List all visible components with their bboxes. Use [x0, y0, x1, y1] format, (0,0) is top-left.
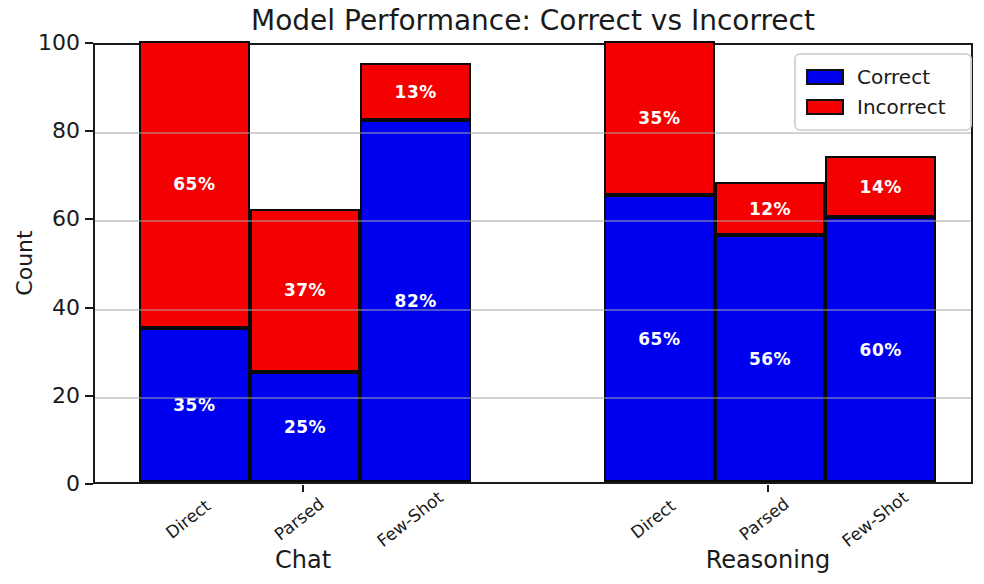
legend-item-incorrect: Incorrect	[806, 92, 960, 122]
bar-segment-reasoning-few-shot-correct: 60%	[825, 217, 936, 482]
y-tick-label-40: 40	[0, 297, 80, 319]
bar-segment-chat-direct-correct: 35%	[139, 328, 250, 482]
y-tick-mark-60	[85, 218, 93, 220]
legend-label-incorrect: Incorrect	[857, 97, 946, 117]
bar-segment-reasoning-parsed-correct: 56%	[715, 235, 826, 482]
figure: Model Performance: Correct vs Incorrect …	[0, 0, 984, 584]
bar-segment-reasoning-few-shot-incorrect: 14%	[825, 156, 936, 218]
segment-label: 56%	[749, 349, 791, 369]
bar-segment-chat-parsed-correct: 25%	[250, 372, 361, 482]
y-tick-mark-80	[85, 130, 93, 132]
segment-label: 65%	[173, 174, 215, 194]
y-tick-label-100: 100	[0, 32, 80, 54]
bar-segment-chat-few-shot-correct: 82%	[360, 120, 471, 482]
x-tick-label-few-shot: Few-Shot	[838, 487, 912, 551]
y-tick-mark-0	[85, 483, 93, 485]
legend-label-correct: Correct	[857, 67, 930, 87]
x-tick-label-parsed: Parsed	[735, 494, 792, 545]
segment-label: 60%	[860, 340, 902, 360]
bar-segment-reasoning-direct-correct: 65%	[604, 195, 715, 482]
y-tick-mark-20	[85, 395, 93, 397]
bar-segment-chat-direct-incorrect: 65%	[139, 41, 250, 328]
legend-swatch-incorrect-icon	[806, 99, 844, 115]
legend-item-correct: Correct	[806, 62, 960, 92]
segment-label: 35%	[638, 108, 680, 128]
x-tick-mark-chat	[302, 485, 304, 492]
x-tick-label-direct: Direct	[627, 495, 679, 542]
bar-segment-reasoning-direct-incorrect: 35%	[604, 41, 715, 195]
bar-segment-chat-few-shot-incorrect: 13%	[360, 63, 471, 120]
bar-segment-reasoning-parsed-incorrect: 12%	[715, 182, 826, 235]
group-label-reasoning: Reasoning	[706, 546, 831, 574]
x-tick-mark-reasoning	[767, 485, 769, 492]
x-tick-label-direct: Direct	[162, 495, 214, 542]
chart-title: Model Performance: Correct vs Incorrect	[93, 4, 973, 38]
y-tick-label-0: 0	[0, 473, 80, 495]
x-tick-label-parsed: Parsed	[270, 494, 327, 545]
segment-label: 82%	[395, 291, 437, 311]
group-label-chat: Chat	[275, 546, 331, 574]
y-tick-label-80: 80	[0, 120, 80, 142]
segment-label: 35%	[173, 395, 215, 415]
y-tick-label-20: 20	[0, 385, 80, 407]
bar-segment-chat-parsed-incorrect: 37%	[250, 209, 361, 372]
segment-label: 25%	[284, 417, 326, 437]
y-tick-label-60: 60	[0, 208, 80, 230]
legend: Correct Incorrect	[794, 53, 972, 131]
y-tick-mark-100	[85, 42, 93, 44]
legend-swatch-correct-icon	[806, 69, 844, 85]
y-axis-label: Count	[12, 230, 37, 295]
segment-label: 14%	[860, 177, 902, 197]
segment-label: 37%	[284, 280, 326, 300]
segment-label: 12%	[749, 199, 791, 219]
segment-label: 13%	[395, 82, 437, 102]
y-tick-mark-40	[85, 307, 93, 309]
segment-label: 65%	[638, 329, 680, 349]
x-tick-label-few-shot: Few-Shot	[373, 487, 447, 551]
